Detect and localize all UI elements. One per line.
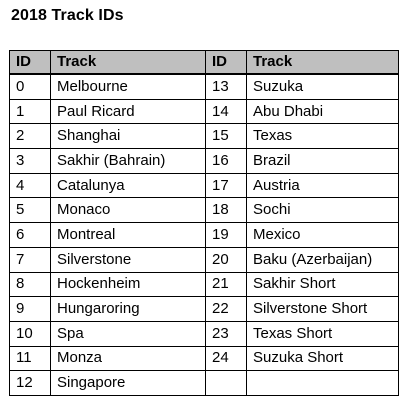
id-cell: 8 xyxy=(9,271,51,298)
id-cell: 16 xyxy=(205,148,247,174)
id-cell: 10 xyxy=(9,320,51,347)
header-track-left: Track xyxy=(50,50,206,75)
header-row: ID Track ID Track xyxy=(9,50,399,75)
table-row: 0 Melbourne 13 Suzuka xyxy=(9,73,399,100)
id-cell: 0 xyxy=(9,73,51,100)
track-cell: Singapore xyxy=(50,370,206,396)
table-row: 12 Singapore xyxy=(9,370,399,396)
track-cell: Abu Dhabi xyxy=(246,98,399,125)
id-cell: 20 xyxy=(205,246,247,273)
header-id-left: ID xyxy=(9,50,51,75)
id-cell: 1 xyxy=(9,98,51,125)
track-cell: Hungaroring xyxy=(50,296,206,322)
id-cell: 14 xyxy=(205,98,247,125)
header-track-right: Track xyxy=(246,50,399,75)
track-cell: Silverstone Short xyxy=(246,296,399,322)
header-id-right: ID xyxy=(205,50,247,75)
track-cell: Texas Short xyxy=(246,320,399,347)
track-cell: Melbourne xyxy=(50,73,206,100)
track-cell: Sakhir (Bahrain) xyxy=(50,148,206,174)
id-cell: 18 xyxy=(205,197,247,224)
id-cell: 13 xyxy=(205,73,247,100)
table-row: 5 Monaco 18 Sochi xyxy=(9,197,399,224)
track-cell: Sochi xyxy=(246,197,399,224)
track-cell xyxy=(246,370,399,396)
id-cell: 12 xyxy=(9,370,51,396)
id-cell: 11 xyxy=(9,345,51,372)
track-cell: Paul Ricard xyxy=(50,98,206,125)
id-cell: 24 xyxy=(205,345,247,372)
id-cell xyxy=(205,370,247,396)
id-cell: 9 xyxy=(9,296,51,322)
id-cell: 19 xyxy=(205,222,247,248)
table-row: 9 Hungaroring 22 Silverstone Short xyxy=(9,296,399,322)
table-title: 2018 Track IDs xyxy=(11,7,124,24)
id-cell: 3 xyxy=(9,148,51,174)
track-cell: Baku (Azerbaijan) xyxy=(246,246,399,273)
track-cell: Hockenheim xyxy=(50,271,206,298)
track-id-table: ID Track ID Track 0 Melbourne 13 Suzuka 1 Pau… xyxy=(9,50,399,396)
id-cell: 7 xyxy=(9,246,51,273)
id-cell: 6 xyxy=(9,222,51,248)
id-cell: 5 xyxy=(9,197,51,224)
table-row: 8 Hockenheim 21 Sakhir Short xyxy=(9,271,399,298)
track-cell: Sakhir Short xyxy=(246,271,399,298)
track-cell: Catalunya xyxy=(50,172,206,199)
id-cell: 2 xyxy=(9,123,51,150)
track-cell: Mexico xyxy=(246,222,399,248)
id-cell: 15 xyxy=(205,123,247,150)
track-cell: Suzuka xyxy=(246,73,399,100)
track-cell: Monza xyxy=(50,345,206,372)
id-cell: 23 xyxy=(205,320,247,347)
table-row: 11 Monza 24 Suzuka Short xyxy=(9,345,399,372)
track-cell: Shanghai xyxy=(50,123,206,150)
table-row: 10 Spa 23 Texas Short xyxy=(9,320,399,347)
track-cell: Montreal xyxy=(50,222,206,248)
id-cell: 17 xyxy=(205,172,247,199)
table-row: 4 Catalunya 17 Austria xyxy=(9,172,399,199)
table-row: 1 Paul Ricard 14 Abu Dhabi xyxy=(9,98,399,125)
track-cell: Silverstone xyxy=(50,246,206,273)
track-cell: Texas xyxy=(246,123,399,150)
table-row: 6 Montreal 19 Mexico xyxy=(9,222,399,248)
table-body: 0 Melbourne 13 Suzuka 1 Paul Ricard 14 Abu Dhab… xyxy=(9,73,399,396)
track-cell: Monaco xyxy=(50,197,206,224)
id-cell: 21 xyxy=(205,271,247,298)
id-cell: 4 xyxy=(9,172,51,199)
table-row: 2 Shanghai 15 Texas xyxy=(9,123,399,150)
track-cell: Suzuka Short xyxy=(246,345,399,372)
track-cell: Austria xyxy=(246,172,399,199)
track-cell: Brazil xyxy=(246,148,399,174)
id-cell: 22 xyxy=(205,296,247,322)
table-row: 7 Silverstone 20 Baku (Azerbaijan) xyxy=(9,246,399,273)
track-cell: Spa xyxy=(50,320,206,347)
table-row: 3 Sakhir (Bahrain) 16 Brazil xyxy=(9,148,399,174)
